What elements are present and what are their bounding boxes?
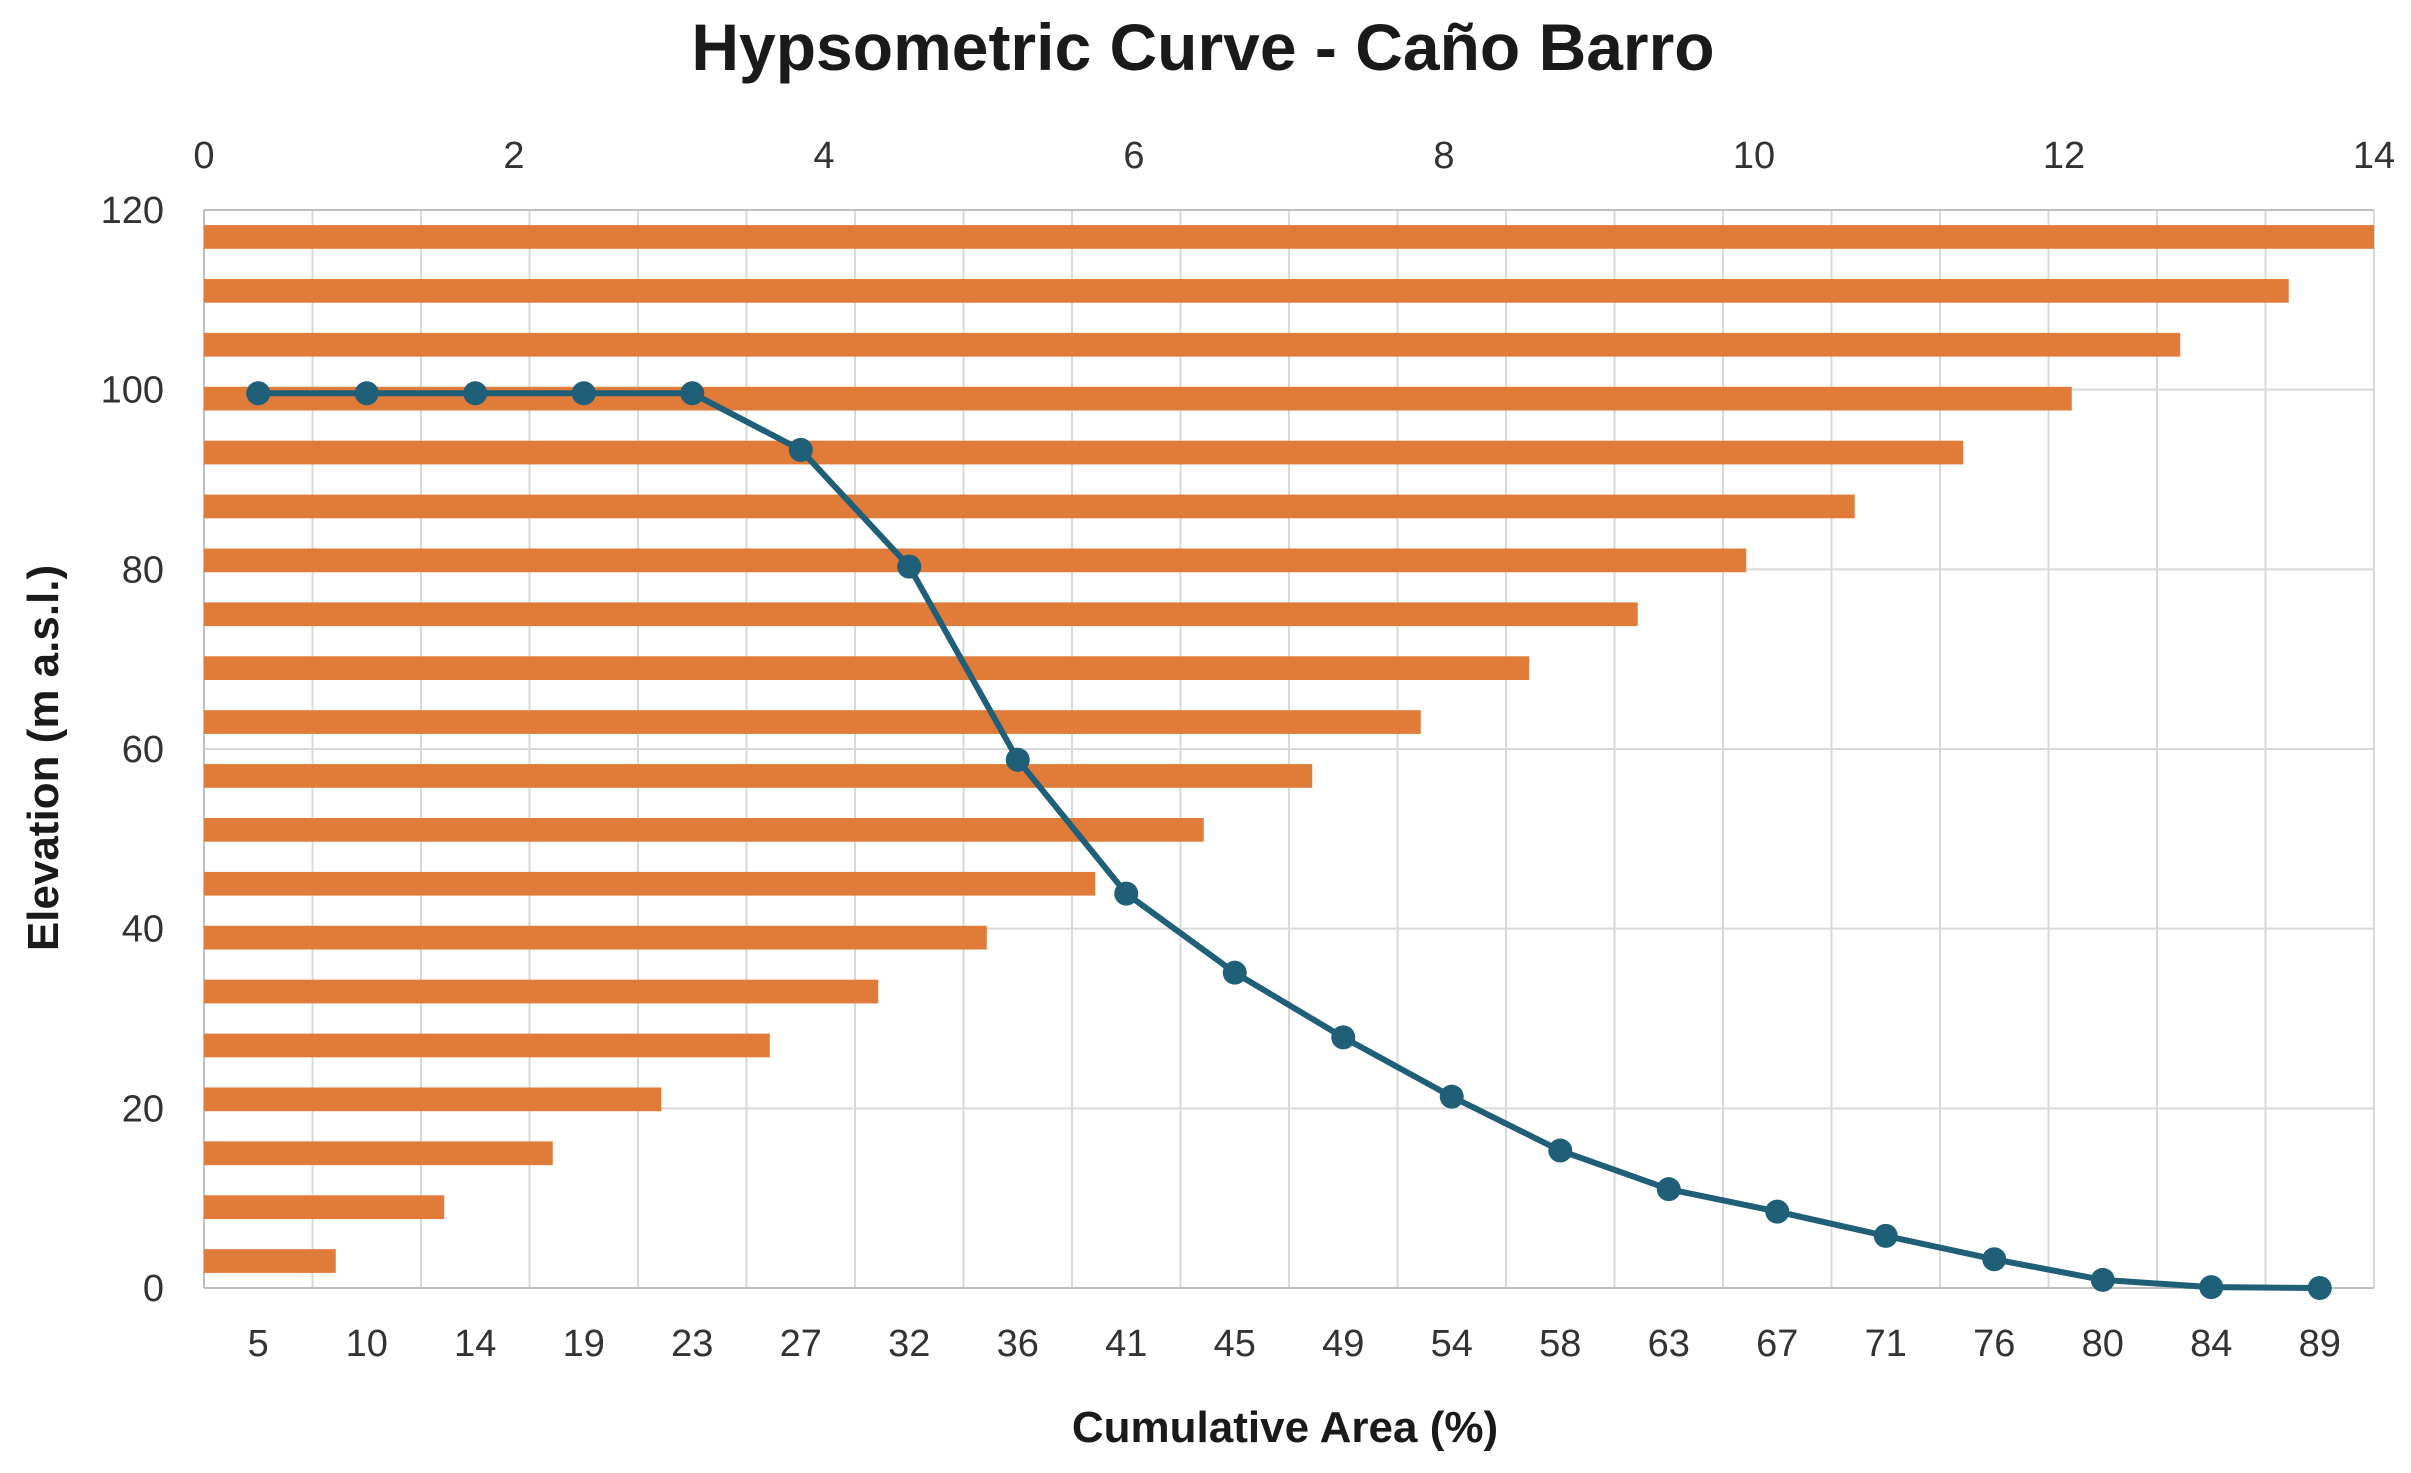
data-point (1114, 881, 1139, 906)
y-tick-label: 0 (143, 1268, 164, 1310)
data-point (2090, 1267, 2115, 1292)
data-point (2307, 1276, 2332, 1300)
bar-series (204, 225, 2374, 1273)
x-tick-label: 67 (1756, 1323, 1798, 1365)
x-tick-label: 49 (1322, 1323, 1364, 1365)
bar (204, 1033, 770, 1058)
data-point (571, 381, 596, 406)
x-top-tick-label: 4 (813, 135, 834, 177)
bar (204, 225, 2374, 249)
bar (204, 817, 1204, 842)
x-tick-label: 63 (1648, 1323, 1690, 1365)
y-tick-label: 20 (122, 1088, 164, 1130)
x-tick-label: 23 (671, 1323, 713, 1365)
bar (204, 548, 1747, 573)
bar (204, 278, 2289, 303)
x-tick-label: 19 (563, 1323, 605, 1365)
x-top-tick-label: 12 (2043, 135, 2085, 177)
grid (203, 209, 2375, 1289)
data-point (354, 381, 379, 406)
x-top-tick-label: 2 (503, 135, 524, 177)
bar (204, 1249, 336, 1273)
data-point (788, 437, 813, 462)
x-axis-title: Cumulative Area (%) (1072, 1403, 1498, 1452)
data-point (1222, 960, 1247, 985)
x-tick-label: 41 (1105, 1323, 1147, 1365)
x-tick-label: 54 (1431, 1323, 1473, 1365)
y-tick-label: 40 (122, 909, 164, 951)
data-point (680, 381, 705, 406)
data-point (1982, 1247, 2007, 1272)
bar (204, 494, 1855, 519)
x-top-tick-label: 8 (1433, 135, 1454, 177)
bar (204, 979, 879, 1004)
x-tick-label: 71 (1865, 1323, 1907, 1365)
y-axis-title: Elevation (m a.s.l.) (19, 565, 68, 951)
bar (204, 925, 987, 950)
bar (204, 1087, 662, 1112)
bar (204, 871, 1096, 896)
x-top-tick-label: 14 (2353, 135, 2395, 177)
y-tick-label: 80 (122, 549, 164, 591)
x-tick-label: 36 (997, 1323, 1039, 1365)
data-point (246, 381, 271, 406)
bar (204, 764, 1313, 788)
data-point (1873, 1223, 1898, 1248)
bar (204, 710, 1421, 734)
y-tick-label: 100 (101, 370, 164, 412)
x-tick-label: 45 (1214, 1323, 1256, 1365)
bar (204, 440, 1964, 465)
data-point (1439, 1084, 1464, 1109)
series-line (255, 390, 2323, 1291)
chart-title: Hypsometric Curve - Caño Barro (691, 10, 1714, 84)
bar (204, 1195, 445, 1220)
data-point (1331, 1025, 1356, 1050)
x-tick-label: 89 (2299, 1323, 2341, 1365)
data-point (1656, 1177, 1681, 1202)
bar (204, 656, 1530, 681)
tick-labels: 5 10 14 19 23 27 32 36 41 45 49 54 58 63 67 71 76 80 84 890… (101, 135, 2396, 1365)
data-point (897, 554, 922, 579)
data-point (2199, 1275, 2224, 1300)
y-tick-label: 60 (122, 729, 164, 771)
x-tick-label: 58 (1539, 1323, 1581, 1365)
bar (204, 1141, 553, 1166)
data-point (1765, 1199, 1790, 1224)
data-point (1548, 1138, 1573, 1163)
bar (204, 332, 2181, 357)
x-tick-label: 10 (346, 1323, 388, 1365)
x-tick-label: 80 (2082, 1323, 2124, 1365)
x-tick-label: 76 (1973, 1323, 2015, 1365)
bar (204, 602, 1638, 627)
line-series (246, 381, 2332, 1300)
x-tick-label: 27 (780, 1323, 822, 1365)
x-tick-label: 84 (2190, 1323, 2232, 1365)
x-tick-label: 14 (454, 1323, 496, 1365)
y-tick-label: 120 (101, 190, 164, 232)
x-top-tick-label: 0 (193, 135, 214, 177)
data-point (463, 381, 488, 406)
x-top-tick-label: 6 (1123, 135, 1144, 177)
x-tick-label: 32 (888, 1323, 930, 1365)
x-top-tick-label: 10 (1733, 135, 1775, 177)
data-point (1005, 747, 1030, 772)
x-tick-label: 5 (248, 1323, 269, 1365)
